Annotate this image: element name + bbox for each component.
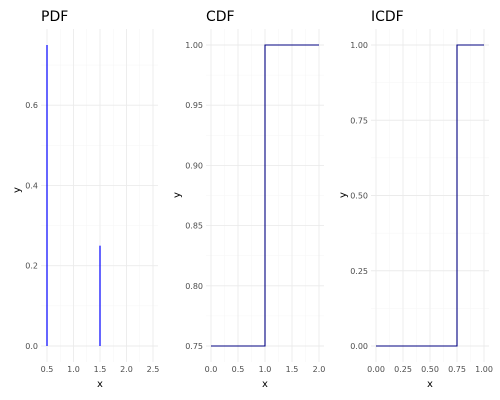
pdf-y-axis-label: y — [12, 187, 23, 193]
pdf-y-tick-label: 0.2 — [25, 262, 38, 271]
pdf-x-tick-label: 2.0 — [120, 365, 133, 374]
icdf-x-tick-label: 0.25 — [394, 365, 412, 374]
icdf-step-line — [376, 44, 484, 347]
icdf-x-axis-label: x — [427, 379, 433, 390]
icdf-y-axis-label: y — [338, 192, 349, 198]
icdf-y-tick-label: 1.00 — [350, 41, 368, 50]
cdf-y-tick-label: 0.80 — [185, 282, 203, 291]
icdf-y-tick-label: 0.75 — [350, 116, 368, 125]
cdf-y-tick-label: 0.95 — [185, 101, 203, 110]
pdf-x-tick-label: 0.5 — [41, 365, 54, 374]
icdf-y-tick-label: 0.25 — [350, 267, 368, 276]
cdf-x-tick-label: 0.0 — [205, 365, 218, 374]
icdf-panel: 0.00 0.25 0.50 0.75 1.00 0.00 0.25 0.50 0.75 1.00… — [338, 9, 493, 390]
cdf-y-axis-label: y — [172, 192, 183, 198]
icdf-x-tick-label: 1.00 — [475, 365, 493, 374]
pdf-y-tick-label: 0.0 — [25, 342, 38, 351]
cdf-y-tick-label: 0.75 — [185, 342, 203, 351]
cdf-y-tick-label: 1.00 — [185, 41, 203, 50]
pdf-x-tick-label: 1.5 — [94, 365, 107, 374]
icdf-x-tick-label: 0.75 — [448, 365, 466, 374]
cdf-x-axis-label: x — [262, 379, 268, 390]
cdf-title: CDF — [206, 9, 235, 25]
cdf-x-tick-label: 0.5 — [232, 365, 245, 374]
pdf-x-axis-label: x — [97, 379, 103, 390]
pdf-x-tick-label: 2.5 — [147, 365, 160, 374]
icdf-x-tick-label: 0.50 — [421, 365, 439, 374]
cdf-x-tick-label: 2.0 — [313, 365, 326, 374]
cdf-panel: 0.0 0.5 1.0 1.5 2.00.750.800.850.900.951.00 … — [172, 9, 325, 390]
pdf-y-tick-label: 0.4 — [25, 181, 38, 190]
cdf-y-tick-label: 0.85 — [185, 222, 203, 231]
pdf-y-tick-label: 0.6 — [25, 101, 38, 110]
icdf-title: ICDF — [371, 9, 404, 25]
cdf-y-tick-label: 0.90 — [185, 161, 203, 170]
cdf-x-tick-label: 1.0 — [259, 365, 272, 374]
icdf-y-tick-label: 0.50 — [350, 192, 368, 201]
icdf-x-tick-label: 0.00 — [367, 365, 385, 374]
pdf-x-tick-label: 1.0 — [67, 365, 80, 374]
pdf-title: PDF — [41, 9, 68, 25]
pdf-panel: 0.5 1.0 1.5 2.0 2.5 0.0 0.2 0.4 0.6 PDF x y — [12, 9, 159, 390]
icdf-y-tick-label: 0.00 — [350, 342, 368, 351]
cdf-step-line — [211, 44, 319, 347]
cdf-x-tick-label: 1.5 — [286, 365, 299, 374]
